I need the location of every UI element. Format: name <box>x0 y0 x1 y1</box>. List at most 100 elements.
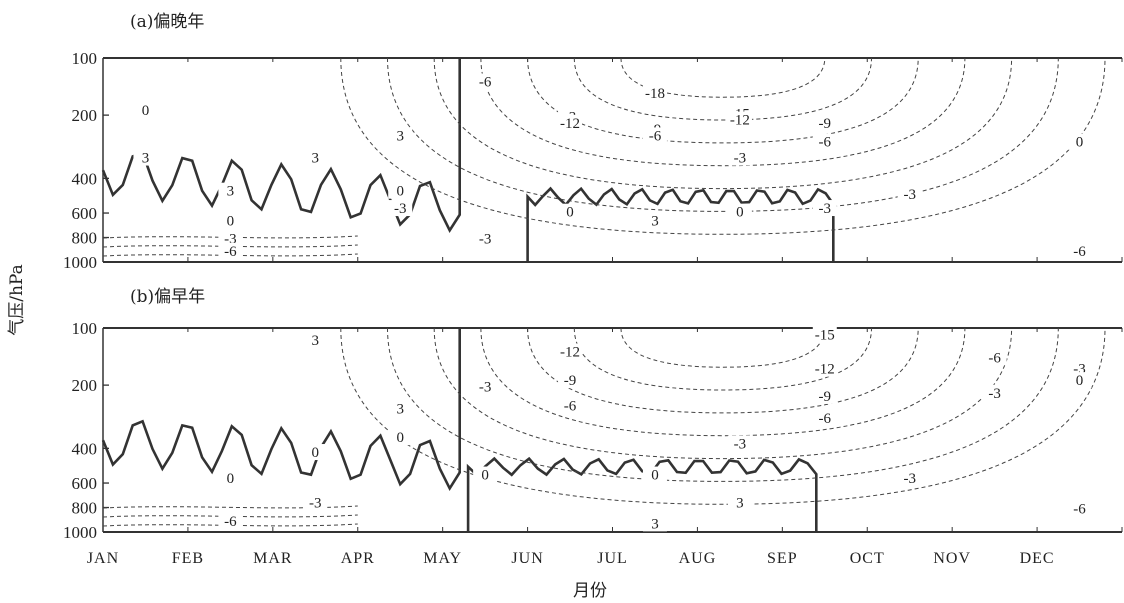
x-tick-label: APR <box>341 550 375 567</box>
contour-label-bg <box>727 111 752 128</box>
negative-contour <box>480 327 966 437</box>
contour-label: 3 <box>396 402 404 418</box>
contour-label: -3 <box>819 201 832 217</box>
y-tick-label: 100 <box>72 319 98 338</box>
contour-label-bg <box>218 470 243 487</box>
contour-label-bg <box>558 203 583 220</box>
contour-label-bg <box>642 515 667 532</box>
contour-label-bg <box>982 349 1007 366</box>
contour-label: 3 <box>142 151 150 167</box>
panel-a-plot: 1002004006008001000033330-3-60-3-6-3-3-1… <box>63 49 1123 272</box>
negative-contour <box>573 327 872 391</box>
contour-label-bg <box>727 494 752 511</box>
contour-label: 0 <box>1076 373 1084 389</box>
contour-label-bg <box>642 212 667 229</box>
contour-label: -12 <box>560 116 580 132</box>
contour-label: -12 <box>560 345 580 361</box>
negative-contour-surface <box>102 505 358 509</box>
x-tick-label: OCT <box>850 550 885 567</box>
x-tick-labels: JAN FEB MAR APR MAY JUN JUL AUG SEP OCT NOV DEC <box>87 550 1054 567</box>
contour-label-bg <box>303 332 328 349</box>
zero-contour-winter <box>101 58 461 233</box>
negative-contour <box>527 327 919 414</box>
contour-label: -6 <box>988 350 1001 366</box>
contour-label: -3 <box>394 201 407 217</box>
x-tick-label: JUN <box>511 550 543 567</box>
negative-contour <box>480 57 966 167</box>
contour-label-bg <box>388 200 413 217</box>
contour-label-bg <box>388 182 413 199</box>
x-tick-label: MAY <box>423 550 462 567</box>
x-tick-label: AUG <box>679 550 717 567</box>
y-tick-label: 200 <box>72 376 98 395</box>
x-tick-label: JUL <box>597 550 628 567</box>
panel-a-title: (a)偏晚年 <box>130 12 204 32</box>
contour-label-bg <box>473 73 498 90</box>
negative-contour <box>387 57 1059 212</box>
contour-label-bg <box>812 360 837 377</box>
contour-label: -6 <box>479 75 492 91</box>
contour-label: 3 <box>312 333 320 349</box>
contour-label-bg <box>473 230 498 247</box>
zero-contour-summer <box>526 186 835 262</box>
contour-label-bg <box>1067 372 1092 389</box>
negative-contour <box>573 57 872 121</box>
contour-label: 0 <box>736 205 744 221</box>
y-tick-label: 100 <box>72 49 98 68</box>
contour-label: -3 <box>734 436 747 452</box>
y-tick-label: 400 <box>72 169 98 188</box>
negative-contour <box>387 327 1059 482</box>
negative-contour <box>620 57 826 98</box>
y-tick-label: 400 <box>72 439 98 458</box>
contour-label-bg <box>897 470 922 487</box>
y-tick-label: 800 <box>72 499 98 518</box>
contour-label-bg <box>812 326 837 343</box>
contour-label-bg <box>897 186 922 203</box>
x-tick-label: JAN <box>87 550 119 567</box>
contour-label: 0 <box>481 468 489 484</box>
contour-label-bg <box>727 203 752 220</box>
contour-label-bg <box>303 149 328 166</box>
contour-label: -6 <box>564 398 577 414</box>
contour-label: -3 <box>479 379 492 395</box>
contour-label: -9 <box>819 116 832 132</box>
y-tick-label: 200 <box>72 106 98 125</box>
contour-label-bg <box>727 149 752 166</box>
x-tick-label: SEP <box>767 550 798 567</box>
contour-label: -6 <box>1073 502 1086 518</box>
contour-label: -6 <box>819 411 832 427</box>
contour-label-bg <box>218 512 243 529</box>
x-axis-title: 月份 <box>573 581 607 601</box>
contour-label-bg <box>812 410 837 427</box>
contour-label: -3 <box>309 496 322 512</box>
contour-label: 3 <box>227 184 235 200</box>
contour-label-bg <box>218 242 243 259</box>
contour-label: -3 <box>479 232 492 248</box>
contour-label: -3 <box>988 386 1001 402</box>
contour-label: -3 <box>903 471 916 487</box>
contour-label-bg <box>1067 133 1092 150</box>
contour-label-bg <box>812 114 837 131</box>
contour-label-bg <box>812 200 837 217</box>
negative-contour <box>340 57 1106 235</box>
negative-contour <box>527 57 919 144</box>
contour-label-bg <box>388 127 413 144</box>
contour-label: 3 <box>312 151 320 167</box>
contour-label: -12 <box>815 362 835 378</box>
contour-label-bg <box>558 372 583 389</box>
contour-label: -6 <box>649 128 662 144</box>
contour-label: -3 <box>734 151 747 167</box>
contour-label-bg <box>388 429 413 446</box>
y-tick-label: 1000 <box>63 523 97 542</box>
contour-label: -9 <box>819 389 832 405</box>
x-tick-label: NOV <box>933 550 971 567</box>
zero-contour-winter <box>101 328 461 492</box>
contour-label: -6 <box>224 514 237 530</box>
negative-contour <box>340 327 1106 505</box>
contour-label: 0 <box>142 103 150 119</box>
contour-label-bg <box>303 444 328 461</box>
y-tick-label: 800 <box>72 229 98 248</box>
contour-label: -6 <box>224 244 237 260</box>
contour-label-bg <box>812 133 837 150</box>
